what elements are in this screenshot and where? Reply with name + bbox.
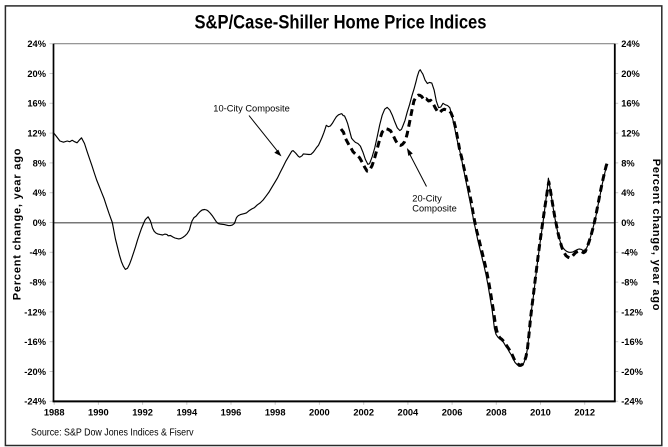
- svg-text:Percent change, year ago: Percent change, year ago: [650, 159, 662, 311]
- svg-text:-4%: -4%: [621, 248, 638, 258]
- svg-text:8%: 8%: [621, 158, 635, 168]
- svg-text:2008: 2008: [486, 408, 507, 418]
- svg-text:24%: 24%: [621, 39, 640, 49]
- svg-text:-20%: -20%: [24, 367, 46, 377]
- svg-text:20-City: 20-City: [412, 193, 442, 203]
- svg-text:-24%: -24%: [621, 397, 643, 407]
- svg-text:16%: 16%: [27, 99, 46, 109]
- svg-text:Percent change, year ago: Percent change, year ago: [12, 148, 24, 300]
- svg-text:2002: 2002: [353, 408, 374, 418]
- svg-text:0%: 0%: [621, 218, 635, 228]
- svg-text:Source: S&P Dow Jones Indices: Source: S&P Dow Jones Indices & Fiserv: [31, 427, 194, 439]
- svg-text:1992: 1992: [132, 408, 153, 418]
- svg-text:1998: 1998: [265, 408, 286, 418]
- svg-text:20%: 20%: [27, 69, 46, 79]
- svg-text:4%: 4%: [33, 188, 47, 198]
- svg-text:2004: 2004: [398, 408, 420, 418]
- svg-text:1996: 1996: [221, 408, 242, 418]
- svg-text:2000: 2000: [309, 408, 330, 418]
- svg-text:-4%: -4%: [29, 248, 46, 258]
- svg-text:-12%: -12%: [24, 307, 46, 317]
- svg-text:S&P/Case-Shiller Home Price In: S&P/Case-Shiller Home Price Indices: [195, 13, 487, 34]
- svg-text:2012: 2012: [574, 408, 595, 418]
- svg-text:Composite: Composite: [412, 203, 456, 213]
- svg-text:24%: 24%: [27, 39, 46, 49]
- svg-text:12%: 12%: [621, 128, 640, 138]
- svg-text:16%: 16%: [621, 99, 640, 109]
- svg-text:10-City Composite: 10-City Composite: [213, 103, 289, 113]
- svg-text:2006: 2006: [442, 408, 463, 418]
- svg-text:2010: 2010: [530, 408, 551, 418]
- svg-text:-24%: -24%: [24, 397, 46, 407]
- svg-text:1990: 1990: [88, 408, 109, 418]
- svg-text:0%: 0%: [33, 218, 47, 228]
- svg-text:-16%: -16%: [24, 337, 46, 347]
- svg-text:1994: 1994: [176, 408, 198, 418]
- svg-text:-8%: -8%: [29, 277, 46, 287]
- svg-text:-8%: -8%: [621, 277, 638, 287]
- svg-text:1988: 1988: [44, 408, 65, 418]
- svg-text:4%: 4%: [621, 188, 635, 198]
- svg-text:-20%: -20%: [621, 367, 643, 377]
- svg-text:12%: 12%: [27, 128, 46, 138]
- svg-text:-16%: -16%: [621, 337, 643, 347]
- svg-text:20%: 20%: [621, 69, 640, 79]
- svg-text:8%: 8%: [33, 158, 47, 168]
- svg-text:-12%: -12%: [621, 307, 643, 317]
